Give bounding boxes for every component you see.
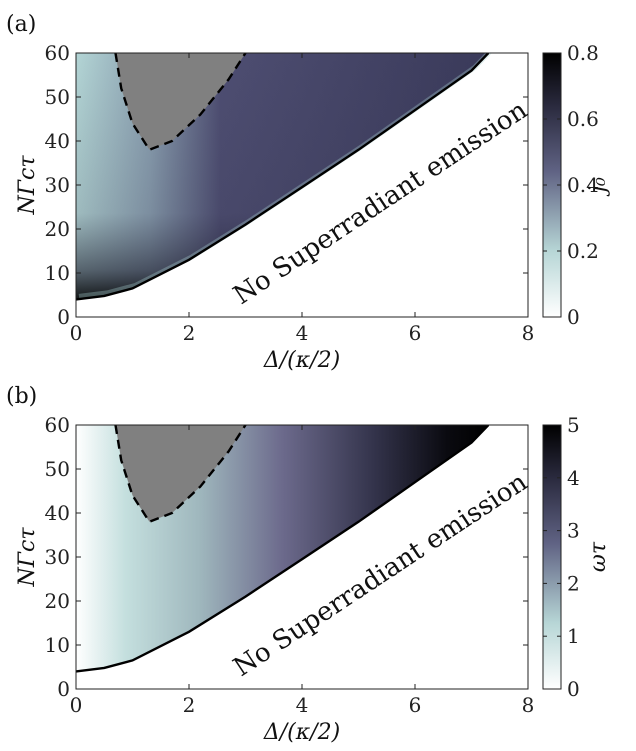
y-tick-label: 0 (57, 677, 70, 701)
y-tick-label: 60 (45, 41, 70, 65)
x-axis-label: Δ/(κ/2) (263, 720, 340, 745)
y-tick-label: 50 (45, 85, 70, 109)
threshold-curve (76, 53, 490, 301)
colorbar-tick-label: 0.4 (567, 173, 599, 197)
x-tick-label: 8 (522, 693, 535, 717)
colorbar-tick-label: 4 (567, 466, 580, 490)
x-tick-label: 4 (296, 693, 309, 717)
gray-region (115, 53, 246, 150)
x-tick-label: 8 (522, 321, 535, 345)
x-tick-label: 2 (183, 693, 196, 717)
y-axis-label: NΓcτ (15, 155, 40, 216)
colorbar-tick-label: 0.6 (567, 107, 599, 131)
colorbar-tick-label: 3 (567, 519, 580, 543)
x-tick-label: 4 (296, 321, 309, 345)
x-tick-label: 6 (409, 321, 422, 345)
y-tick-label: 30 (45, 545, 70, 569)
colorbar-tick-label: 0.2 (567, 239, 599, 263)
colorbar-tick-label: 0.8 (567, 41, 599, 65)
x-axis-label: Δ/(κ/2) (263, 348, 340, 373)
y-tick-label: 20 (45, 217, 70, 241)
panel-label: (a) (6, 12, 36, 37)
y-tick-label: 50 (45, 457, 70, 481)
x-tick-label: 2 (183, 321, 196, 345)
colorbar-tick-label: 2 (567, 571, 580, 595)
y-tick-label: 30 (45, 173, 70, 197)
panel-label: (b) (6, 384, 37, 409)
y-tick-label: 40 (45, 501, 70, 525)
colorbar-label: ωτ (586, 541, 611, 572)
colorbar-tick-label: 5 (567, 413, 580, 437)
x-tick-label: 6 (409, 693, 422, 717)
y-tick-label: 20 (45, 589, 70, 613)
y-tick-label: 10 (45, 633, 70, 657)
colorbar (542, 424, 562, 690)
colorbar-tick-label: 0 (567, 305, 580, 329)
colorbar-label: j̇₀ (586, 177, 611, 197)
y-tick-label: 10 (45, 261, 70, 285)
y-tick-label: 0 (57, 305, 70, 329)
threshold-curve (76, 425, 490, 673)
x-tick-label: 0 (70, 693, 83, 717)
gray-region (115, 425, 246, 522)
y-axis-label: NΓcτ (15, 527, 40, 588)
y-tick-label: 60 (45, 413, 70, 437)
x-tick-label: 0 (70, 321, 83, 345)
colorbar-tick-label: 0 (567, 677, 580, 701)
y-tick-label: 40 (45, 129, 70, 153)
colorbar-tick-label: 1 (567, 624, 580, 648)
